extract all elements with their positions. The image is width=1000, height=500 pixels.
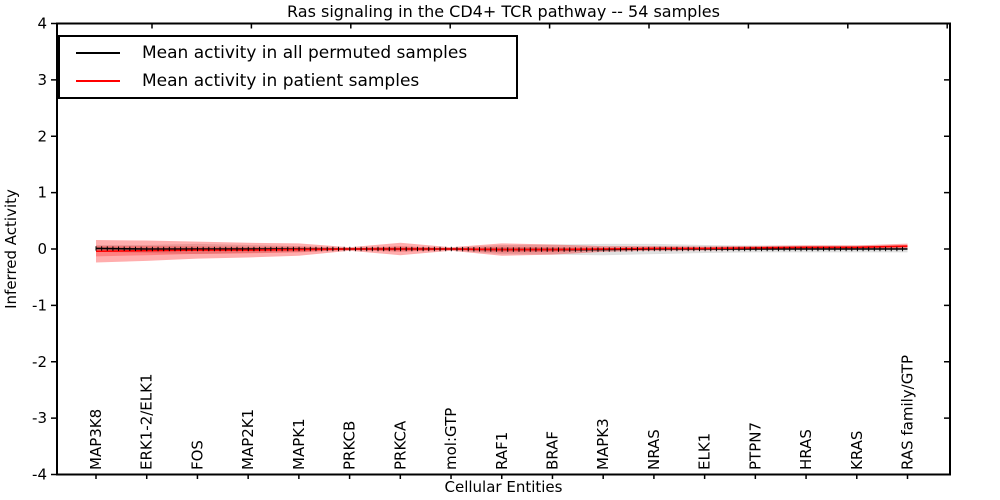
x-tick-label: PRKCB (341, 421, 359, 470)
chart-title: Ras signaling in the CD4+ TCR pathway --… (287, 2, 720, 21)
y-ticks (51, 22, 950, 476)
x-tick-labels: MAP3K8 ERK1-2/ELK1 FOS MAP2K1 MAPK1 PRKCB PRKC… (87, 355, 917, 470)
y-tick-label: -3 (32, 409, 47, 427)
x-tick-label: mol:GTP (442, 408, 460, 470)
x-tick-label: MAPK1 (290, 418, 308, 470)
x-axis-label: Cellular Entities (444, 478, 563, 496)
x-tick-label: KRAS (848, 431, 866, 470)
legend-label-patient: Mean activity in patient samples (142, 71, 420, 91)
y-tick-labels: -4 -3 -2 -1 0 1 2 3 4 (32, 15, 47, 484)
top-ticks (151, 23, 948, 29)
legend: Mean activity in all permuted samples Me… (58, 35, 518, 99)
y-tick-label: 3 (37, 71, 47, 89)
x-tick-label: RAF1 (493, 432, 511, 470)
y-tick-label: 2 (37, 127, 47, 145)
x-tick-label: ELK1 (696, 433, 714, 470)
x-tick-label: BRAF (543, 431, 561, 470)
legend-line-permuted-swatch (76, 52, 120, 54)
x-tick-label: MAP3K8 (87, 409, 105, 470)
x-tick-label: PRKCA (391, 420, 409, 470)
x-tick-label: MAPK3 (594, 418, 612, 470)
x-tick-label: NRAS (645, 429, 663, 470)
y-tick-label: 4 (37, 15, 47, 33)
y-axis-label: Inferred Activity (2, 189, 20, 309)
permuted-line-markers (95, 246, 904, 252)
x-tick-label: PTPN7 (746, 422, 764, 470)
y-tick-label: 0 (37, 240, 47, 258)
x-tick-label: ERK1-2/ELK1 (138, 373, 156, 470)
legend-item-permuted: Mean activity in all permuted samples (60, 39, 516, 67)
legend-line-patient-swatch (76, 80, 120, 82)
x-tick-label: MAP2K1 (239, 409, 257, 470)
legend-label-permuted: Mean activity in all permuted samples (142, 43, 468, 63)
x-tick-label: HRAS (797, 429, 815, 470)
x-tick-label: FOS (188, 440, 206, 470)
y-tick-label: -2 (32, 353, 47, 371)
x-tick-label: RAS family/GTP (899, 355, 917, 470)
y-tick-label: -4 (32, 466, 47, 484)
x-ticks (95, 474, 909, 479)
y-tick-label: 1 (37, 184, 47, 202)
legend-item-patient: Mean activity in patient samples (60, 67, 516, 95)
y-tick-label: -1 (32, 296, 47, 314)
